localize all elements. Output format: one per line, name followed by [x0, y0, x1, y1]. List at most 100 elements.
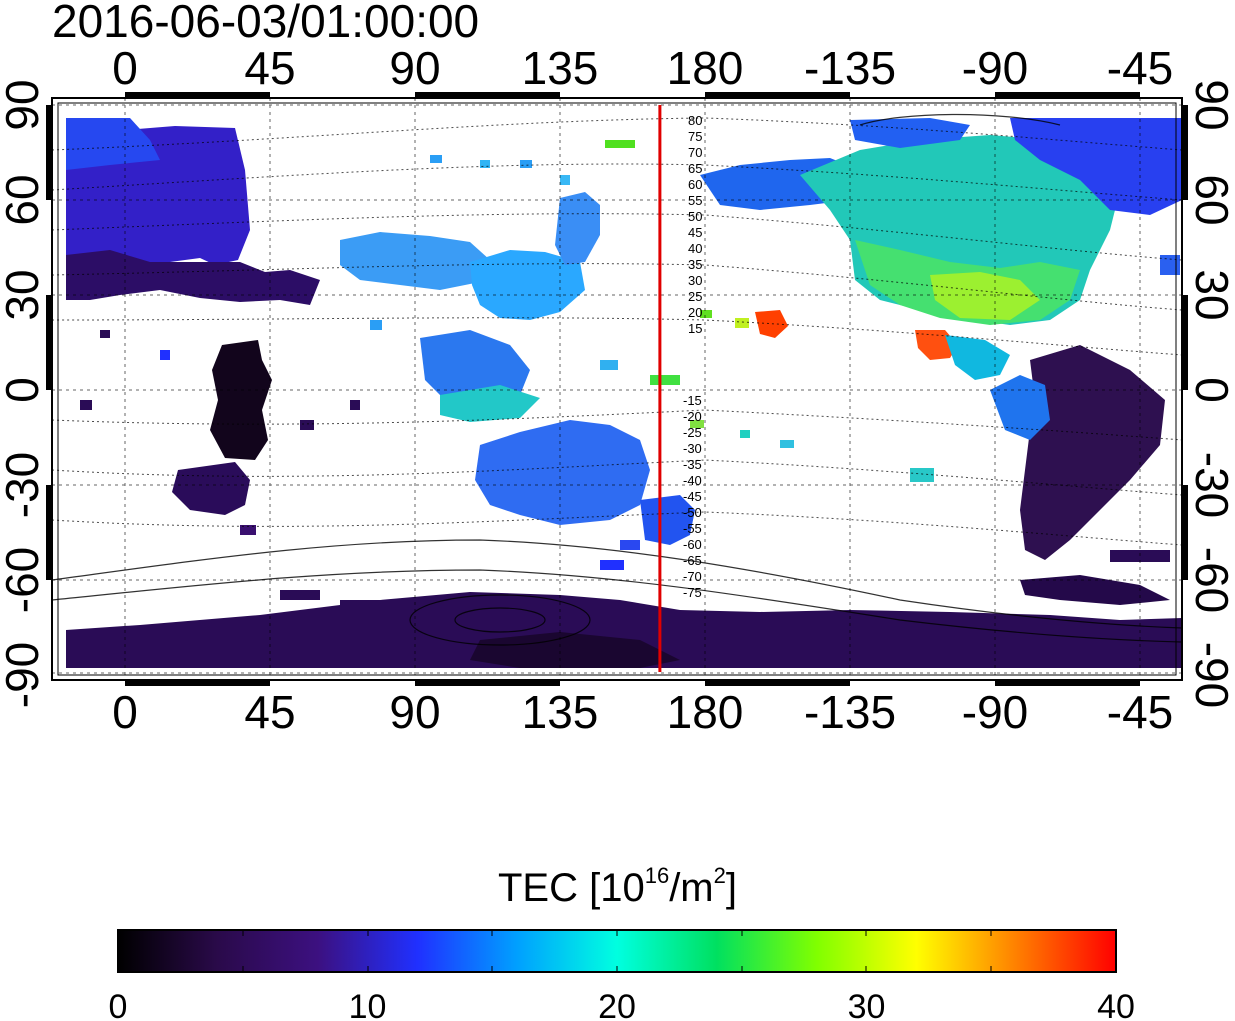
longitude-tick-top: 45 — [244, 42, 295, 94]
dip-latitude-label: -45 — [683, 489, 702, 504]
dip-latitude-label: -75 — [683, 585, 702, 600]
tec-block — [80, 400, 92, 410]
southern-pole-contours — [51, 113, 1183, 646]
tec-region-hawaii-hot — [755, 310, 788, 338]
dip-latitude-label: -70 — [683, 569, 702, 584]
longitude-tick-bottom: 45 — [244, 686, 295, 738]
tec-block — [780, 440, 794, 448]
map-inner-frame — [57, 102, 1177, 676]
longitude-tick-top: -135 — [804, 42, 896, 94]
latitude-tick-right: 60 — [1186, 174, 1235, 225]
latitude-tick-right: -90 — [1186, 642, 1235, 708]
dip-latitude-label: 45 — [688, 225, 702, 240]
longitude-tick-bottom: 180 — [667, 686, 744, 738]
longitude-ticks-bottom: 0 45 90 135 180 -135 -90 -45 — [112, 686, 1173, 738]
tec-block — [600, 360, 618, 370]
colorbar-title-unit: /m — [669, 866, 714, 910]
longitude-tick-bottom: -135 — [804, 686, 896, 738]
longitude-tick-top: -90 — [962, 42, 1028, 94]
tec-region-sa-north — [990, 375, 1050, 440]
tec-region-south-america — [1020, 345, 1165, 560]
colorbar-tick-label: 30 — [848, 988, 886, 1021]
longitude-tick-top: 180 — [667, 42, 744, 94]
tec-region-nw — [66, 118, 160, 170]
dip-latitude-label: -50 — [683, 505, 702, 520]
tec-region-africa-east — [210, 340, 272, 460]
tec-block — [690, 420, 704, 428]
longitude-tick-bottom: 90 — [389, 686, 440, 738]
tec-region-africa-south — [172, 462, 250, 515]
latitude-tick-right: 0 — [1186, 377, 1235, 403]
tec-block — [100, 330, 110, 338]
longitude-tick-top: 90 — [389, 42, 440, 94]
tec-block — [350, 400, 360, 410]
tec-block — [370, 320, 382, 330]
latitude-tick-left: -60 — [0, 547, 48, 613]
tec-block — [560, 175, 570, 185]
tec-data-layer — [66, 118, 1182, 668]
latitude-tick-right: -30 — [1186, 452, 1235, 518]
tec-region-central-america — [945, 335, 1010, 380]
dip-latitude-label: -55 — [683, 521, 702, 536]
tec-region-indonesia — [440, 385, 540, 422]
dip-latitude-label: 55 — [688, 193, 702, 208]
latitude-tick-left: 90 — [0, 79, 48, 130]
latitude-tick-left: 30 — [0, 269, 48, 320]
colorbar-title-unit-exponent: 2 — [713, 863, 726, 888]
longitude-tick-bottom: -90 — [962, 686, 1028, 738]
dip-latitude-label: 25 — [688, 289, 702, 304]
dip-latitude-label: -40 — [683, 473, 702, 488]
colorbar-tick-labels: 0 10 20 30 40 — [109, 988, 1135, 1021]
dip-latitude-label: 50 — [688, 209, 702, 224]
latitude-ticks-left: 90 60 30 0 -30 -60 -90 — [0, 79, 48, 708]
tec-region-canada-north — [850, 118, 970, 148]
map-title: 2016-06-03/01:00:00 — [52, 0, 480, 47]
tec-block — [1160, 255, 1180, 275]
tec-region-europe-south — [66, 250, 320, 305]
latitude-tick-left: -90 — [0, 642, 48, 708]
tec-block — [300, 420, 314, 430]
latitude-tick-left: 60 — [0, 174, 48, 225]
tec-block — [735, 318, 749, 328]
tec-region-australia — [475, 420, 650, 525]
dip-latitude-label: 15 — [688, 321, 702, 336]
dip-latitude-label: 35 — [688, 257, 702, 272]
tec-block — [280, 590, 320, 600]
colorbar-tick-label: 0 — [109, 988, 128, 1021]
tec-region-antarctica-core — [470, 632, 680, 668]
colorbar-title: TEC [1016/m2] — [0, 863, 1235, 911]
tec-block — [430, 155, 442, 163]
dip-latitude-label: 20 — [688, 305, 702, 320]
dip-latitude-label: -15 — [683, 393, 702, 408]
dip-latitude-label: 80 — [688, 113, 702, 128]
longitude-tick-top: 135 — [522, 42, 599, 94]
tec-block — [740, 430, 750, 438]
latitude-tick-right: -60 — [1186, 547, 1235, 613]
latitude-tick-left: 0 — [0, 377, 48, 403]
latitude-tick-right: 30 — [1186, 269, 1235, 320]
tec-region-southern-ocean — [1020, 575, 1170, 605]
colorbar-tick-label: 20 — [598, 988, 636, 1021]
colorbar — [117, 929, 1117, 973]
tec-region-antarctica — [66, 592, 1182, 668]
dip-latitude-label: 65 — [688, 161, 702, 176]
dip-latitude-contours — [51, 117, 1183, 546]
tec-region-na-east — [930, 272, 1040, 320]
latitude-tick-left: -30 — [0, 452, 48, 518]
dip-latitude-labels-south: -15-20-25-30-35-40-45-50-55-60-65-70-75 — [683, 393, 702, 600]
tec-block — [240, 525, 256, 535]
tec-block — [605, 140, 635, 148]
longitude-tick-bottom: 0 — [112, 686, 138, 738]
dip-latitude-label: -30 — [683, 441, 702, 456]
dip-latitude-label: -60 — [683, 537, 702, 552]
tec-block — [160, 350, 170, 360]
dip-latitude-label: 30 — [688, 273, 702, 288]
longitude-tick-top: -45 — [1107, 42, 1173, 94]
longitude-ticks-top: 0 45 90 135 180 -135 -90 -45 — [112, 42, 1173, 94]
dip-latitude-label: 70 — [688, 145, 702, 160]
map-grid — [52, 98, 1182, 680]
dip-latitude-label: -35 — [683, 457, 702, 472]
latitude-ticks-right: 90 60 30 0 -30 -60 -90 — [1186, 79, 1235, 708]
